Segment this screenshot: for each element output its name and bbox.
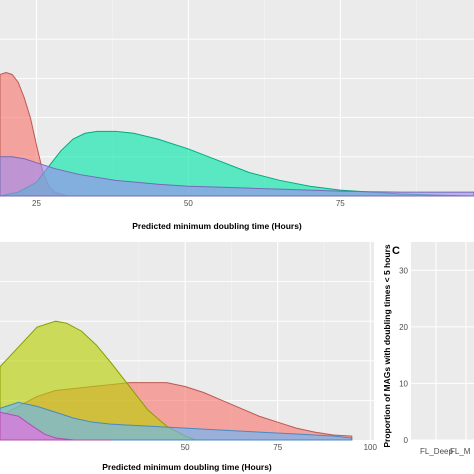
- panel-c-y-tick-labels: 0 10 20 30: [399, 266, 408, 445]
- panel-c-y-tick-label: 30: [399, 266, 408, 275]
- top-x-tick-label: 75: [336, 199, 345, 208]
- panel-c-y-axis-title: Proportion of MAGs with doubling times <…: [382, 244, 392, 448]
- top-x-tick-label: 25: [32, 199, 41, 208]
- panel-c-x-tick-label: FL_Deep: [420, 447, 453, 456]
- bottom-x-axis-title: Predicted minimum doubling time (Hours): [102, 462, 272, 472]
- top-x-axis-title: Predicted minimum doubling time (Hours): [132, 221, 302, 231]
- panel-c-background: [411, 242, 474, 440]
- top-gridlines: [0, 0, 474, 196]
- bottom-x-tick-label: 100: [364, 443, 378, 452]
- panel-c-y-tick-label: 0: [404, 436, 409, 445]
- bottom-x-tick-label: 50: [181, 443, 190, 452]
- top-x-tick-label: 50: [184, 199, 193, 208]
- panel-c-letter: C: [392, 245, 400, 257]
- bottom-density-area-4: [0, 411, 112, 441]
- bottom-x-tick-label: 75: [273, 443, 282, 452]
- panel-c-y-tick-label: 10: [399, 379, 408, 388]
- bottom-density-area-3: [0, 401, 353, 441]
- top-density-panel: 25 50 75 Predicted minimum doubling time (…: [0, 0, 474, 231]
- panel-c-gridlines: [411, 242, 474, 441]
- panel-c-x-tick-label: FL_M: [450, 447, 471, 456]
- bottom-x-tick-labels: 50 75 100: [181, 443, 378, 452]
- top-density-areas: [0, 71, 474, 197]
- bottom-density-panel: 50 75 100 Predicted minimum doubling time …: [0, 242, 378, 472]
- panel-c-y-tick-label: 20: [399, 323, 408, 332]
- bottom-density-areas: [0, 320, 353, 441]
- top-x-tick-labels: 25 50 75: [32, 199, 345, 208]
- top-density-area-3: [0, 156, 474, 197]
